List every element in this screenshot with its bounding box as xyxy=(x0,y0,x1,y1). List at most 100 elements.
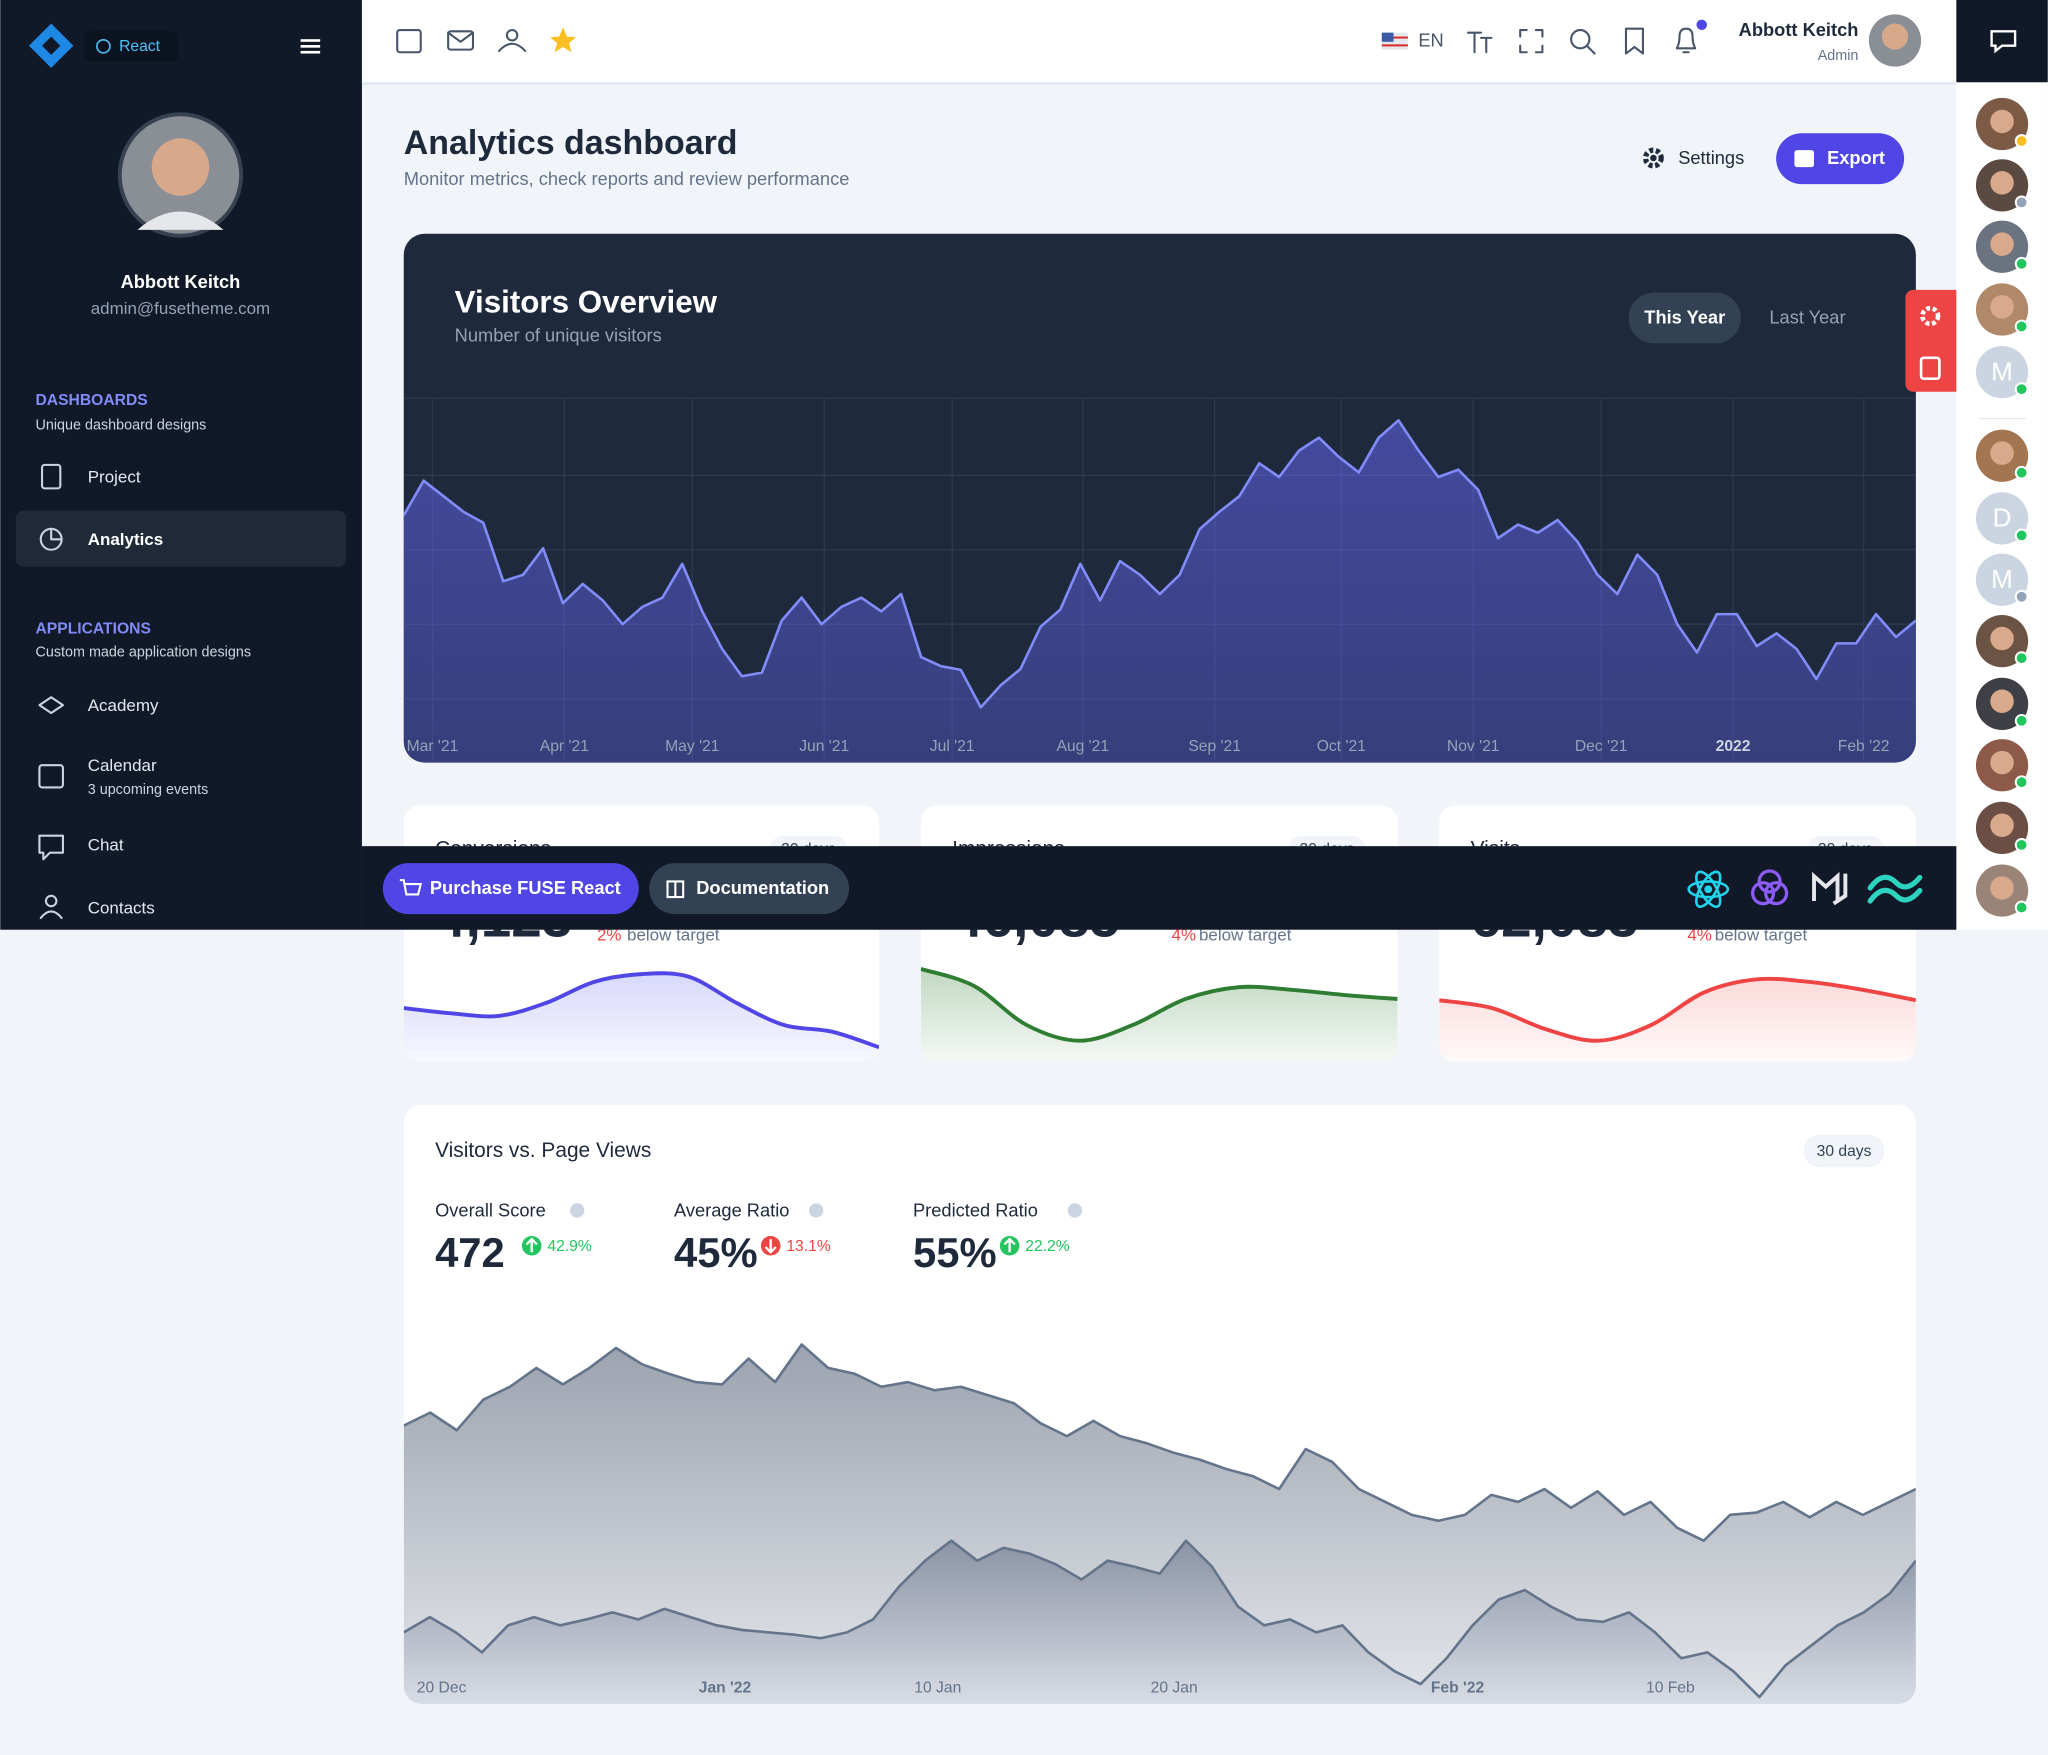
status-dot xyxy=(2014,589,2029,604)
brand-badge: React xyxy=(119,38,161,55)
tab[interactable]: This Year xyxy=(1644,306,1725,327)
font-size-icon[interactable] xyxy=(1466,31,1493,54)
contact-avatar[interactable] xyxy=(1975,801,2029,854)
nav-icon xyxy=(38,696,64,715)
avatar-initial: M xyxy=(1991,356,2013,386)
button-bg xyxy=(382,863,639,915)
bar xyxy=(300,45,321,48)
avatar-face xyxy=(1881,23,1909,50)
react-logo xyxy=(1687,870,1730,908)
notification-dot xyxy=(1696,19,1707,31)
section-subtitle: Unique dashboard designs xyxy=(36,417,207,433)
avatar-face xyxy=(1990,876,2014,900)
nav-label: Analytics xyxy=(88,530,163,549)
notifications-icon[interactable] xyxy=(1675,27,1697,54)
flag-canton xyxy=(1381,32,1394,42)
calendar-icon[interactable] xyxy=(396,28,422,54)
stat-change: 22.2% xyxy=(1025,1238,1069,1255)
separator xyxy=(1978,417,2026,420)
status-dot xyxy=(2014,651,2029,665)
contact-avatar[interactable] xyxy=(1975,615,2029,668)
search-icon[interactable] xyxy=(1570,28,1591,50)
bookmark-icon[interactable] xyxy=(1624,27,1644,55)
users-icon[interactable] xyxy=(505,28,519,42)
contact-avatar[interactable] xyxy=(1975,864,2029,917)
stat-change: 42.9% xyxy=(547,1238,591,1255)
nav-sublabel: 3 upcoming events xyxy=(88,782,209,798)
cart-icon xyxy=(399,879,423,896)
mui-logo xyxy=(1812,871,1848,906)
x-tick-label: 20 Jan xyxy=(1151,1680,1198,1697)
purchase-button[interactable]: Purchase FUSE React xyxy=(382,863,639,915)
documentation-button[interactable]: Documentation xyxy=(649,863,850,915)
contact-avatar[interactable]: M xyxy=(1975,553,2029,606)
nav-item[interactable]: Calendar 3 upcoming events xyxy=(38,756,209,798)
quick-panel: M D M xyxy=(1956,0,2048,930)
status-dot xyxy=(2014,837,2029,852)
trend-arrow xyxy=(1003,1237,1016,1253)
ring xyxy=(1751,881,1776,906)
search-handle xyxy=(1585,44,1596,55)
mail-icon[interactable] xyxy=(447,30,474,51)
fullscreen-icon[interactable] xyxy=(1519,28,1544,54)
topbar-user-name[interactable]: Abbott Keitch xyxy=(1739,19,1859,40)
ring xyxy=(1757,869,1782,894)
theme-settings-tab[interactable] xyxy=(1905,289,1965,392)
area-fill xyxy=(403,973,880,1062)
contact-avatar[interactable] xyxy=(1975,739,2029,792)
nav-item[interactable]: Contacts xyxy=(39,894,155,920)
nucleus xyxy=(1704,885,1713,894)
stat-value: 45% xyxy=(674,1229,758,1276)
contact-avatar[interactable] xyxy=(1975,429,2029,482)
contact-avatar[interactable]: D xyxy=(1975,492,2029,545)
nav-icon xyxy=(44,894,58,908)
area-fill xyxy=(1439,978,1916,1062)
language[interactable]: EN xyxy=(1418,30,1443,51)
nav-label: Project xyxy=(88,467,141,486)
contact-avatar[interactable] xyxy=(1975,677,2029,730)
user-email: admin@fusetheme.com xyxy=(91,299,270,318)
contact-avatar[interactable] xyxy=(1975,159,2029,212)
status-dot xyxy=(2014,465,2029,480)
nav-item-active[interactable]: Analytics xyxy=(15,510,347,567)
x-tick-label: 10 Feb xyxy=(1646,1680,1695,1697)
stat-label: Predicted Ratio xyxy=(913,1200,1038,1221)
avatar-face xyxy=(1990,109,2014,134)
x-tick-label: Apr '21 xyxy=(540,738,589,755)
export-button[interactable]: Export xyxy=(1776,133,1905,185)
sparkline xyxy=(403,971,880,1062)
menu-toggle[interactable] xyxy=(300,39,321,54)
topbar: EN Abbott Keitch Admin xyxy=(361,0,1957,85)
delta: 4% xyxy=(1687,926,1712,945)
settings-button[interactable]: Settings xyxy=(1642,147,1745,169)
chat-icon[interactable] xyxy=(1990,30,2017,54)
visitors-overview-card: Visitors Overview Number of unique visit… xyxy=(403,233,1916,763)
series-line xyxy=(403,971,880,1050)
contact-avatar[interactable] xyxy=(1975,283,2029,336)
x-tick-label: Sep '21 xyxy=(1188,738,1241,755)
stat-label: Average Ratio xyxy=(674,1200,789,1221)
section-subtitle: Custom made application designs xyxy=(36,645,252,661)
nav-item[interactable]: Project xyxy=(40,463,141,490)
status-dot xyxy=(2014,195,2029,210)
x-tick-label: Feb '22 xyxy=(1838,738,1890,755)
star-icon[interactable] xyxy=(549,27,577,53)
contact-avatar[interactable] xyxy=(1975,97,2029,151)
x-tick-label: Dec '21 xyxy=(1575,738,1628,755)
info-icon xyxy=(808,1203,824,1218)
tab[interactable]: Last Year xyxy=(1769,306,1845,327)
trend-arrow xyxy=(764,1239,777,1254)
contact-avatar[interactable]: M xyxy=(1975,346,2029,399)
nav-item[interactable]: Academy xyxy=(38,696,159,715)
nav-label: Calendar xyxy=(88,756,157,775)
nav-item[interactable]: Chat xyxy=(38,834,124,861)
promo-banner: Purchase FUSE React Documentation xyxy=(361,846,1957,930)
x-tick-label: 10 Jan xyxy=(914,1680,961,1697)
sidebar: React Abbott Keitch admin@fusetheme.com … xyxy=(0,0,362,930)
nav-label: Contacts xyxy=(88,898,155,917)
contact-avatar[interactable] xyxy=(1975,220,2029,273)
badge: 30 days xyxy=(1817,1143,1872,1160)
status-dot xyxy=(2014,382,2029,396)
